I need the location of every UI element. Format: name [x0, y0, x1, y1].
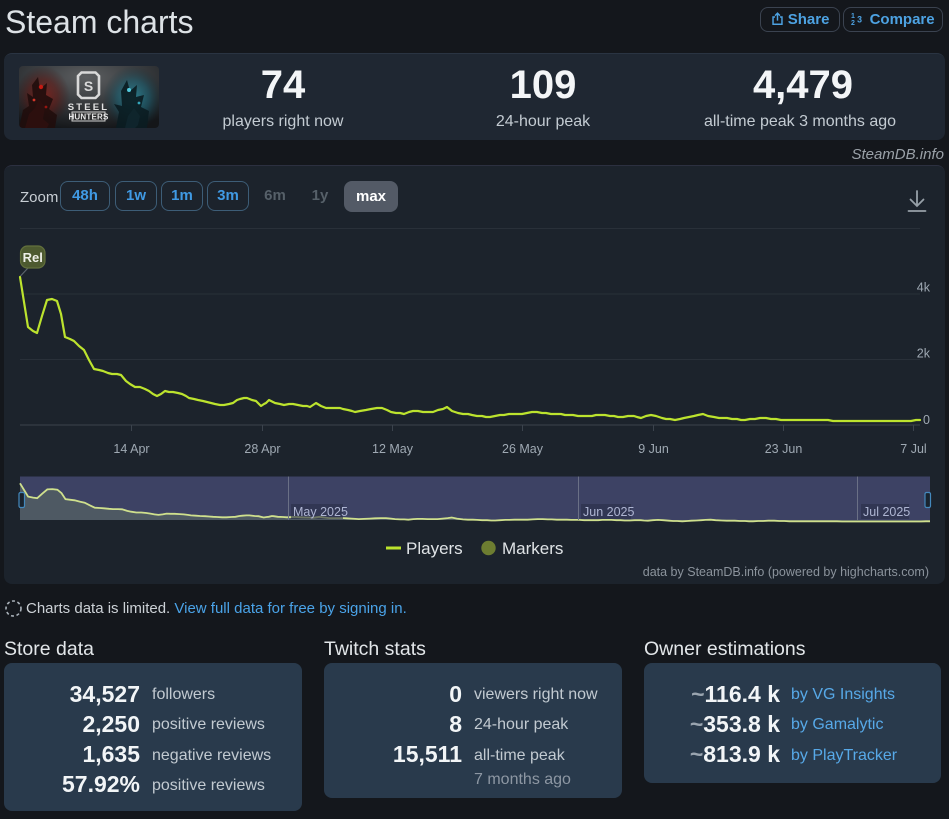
svg-text:26 May: 26 May	[502, 442, 544, 456]
svg-text:14 Apr: 14 Apr	[113, 442, 149, 456]
svg-text:STEEL: STEEL	[68, 102, 110, 113]
svg-text:2k: 2k	[917, 347, 931, 361]
svg-text:3: 3	[858, 15, 863, 25]
svg-text:HUNTERS: HUNTERS	[68, 113, 109, 122]
svg-text:7 Jul: 7 Jul	[900, 442, 926, 456]
svg-text:9 Jun: 9 Jun	[638, 442, 669, 456]
svg-text:Players: Players	[406, 539, 463, 558]
svg-text:S: S	[84, 78, 93, 94]
svg-text:data by SteamDB.info (powered: data by SteamDB.info (powered by highcha…	[643, 565, 929, 579]
svg-text:2: 2	[851, 20, 855, 26]
svg-text:1: 1	[851, 13, 855, 20]
svg-text:28 Apr: 28 Apr	[244, 442, 280, 456]
svg-text:23 Jun: 23 Jun	[765, 442, 803, 456]
svg-text:0: 0	[923, 413, 930, 427]
svg-text:May 2025: May 2025	[293, 505, 348, 519]
svg-text:4k: 4k	[917, 281, 931, 295]
svg-text:Markers: Markers	[502, 539, 563, 558]
svg-text:12 May: 12 May	[372, 442, 414, 456]
svg-text:Jul 2025: Jul 2025	[863, 505, 910, 519]
svg-text:Rel: Rel	[23, 250, 43, 265]
svg-text:Jun 2025: Jun 2025	[583, 505, 634, 519]
